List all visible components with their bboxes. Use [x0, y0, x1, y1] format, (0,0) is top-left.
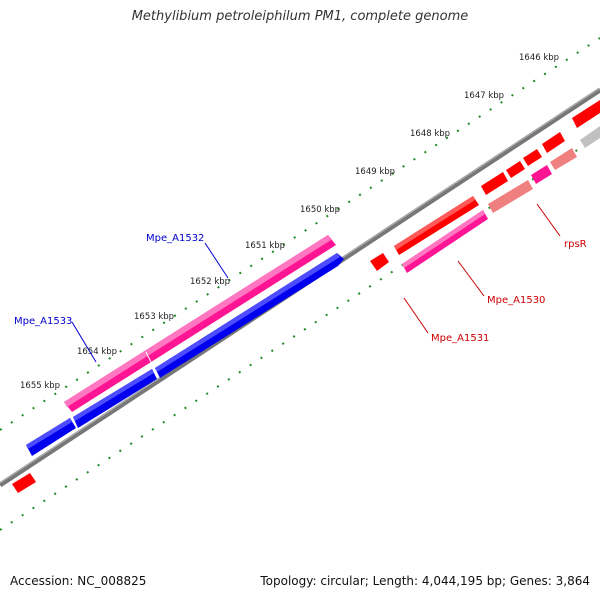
gene-feature-red[interactable]	[572, 100, 600, 128]
leader-rpsr	[536, 203, 561, 237]
gene-feature-red[interactable]	[481, 172, 508, 195]
tick-label: 1647 kbp	[464, 91, 504, 101]
tick-label: 1654 kbp	[77, 347, 117, 357]
gene-feature-mpe-a1532[interactable]	[155, 253, 344, 378]
feature-labels: Mpe_A1532 Mpe_A1533 rpsR Mpe_A1530 Mpe_A…	[14, 233, 587, 344]
label-mpe-a1533[interactable]: Mpe_A1533	[14, 316, 72, 327]
tick-label: 1648 kbp	[410, 129, 450, 139]
tick-label: 1650 kbp	[300, 205, 340, 215]
gene-feature-red[interactable]	[506, 161, 525, 178]
gene-feature-rpsr[interactable]	[531, 165, 552, 184]
genome-summary-text: Topology: circular; Length: 4,044,195 bp…	[260, 574, 590, 588]
gene-divider	[145, 351, 152, 363]
tick-label: 1655 kbp	[20, 381, 60, 391]
gene-feature-gray[interactable]	[580, 126, 600, 148]
leader-mpe-a1533	[71, 321, 97, 363]
gene-feature-mpe-a1532-top	[155, 253, 340, 372]
tick-label: 1653 kbp	[134, 312, 174, 322]
label-rpsr[interactable]: rpsR	[564, 239, 587, 250]
tick-label: 1646 kbp	[519, 53, 559, 63]
gene-feature-mpe-a1531-top	[394, 196, 475, 250]
gene-feature-mpe-a1533-top	[26, 418, 72, 449]
gene-feature-blue-top	[73, 369, 154, 421]
gene-feature-red[interactable]	[370, 253, 389, 271]
gene-feature-red[interactable]	[523, 149, 542, 166]
forward-strand-features	[26, 235, 344, 456]
gene-feature-red[interactable]	[12, 473, 36, 493]
leader-mpe-a1531	[403, 297, 429, 334]
label-mpe-a1531[interactable]: Mpe_A1531	[431, 333, 489, 344]
tick-label: 1652 kbp	[190, 277, 230, 287]
tick-label: 1649 kbp	[355, 167, 395, 177]
leader-mpe-a1530	[457, 260, 485, 297]
gene-feature-red[interactable]	[542, 132, 565, 153]
accession-text: Accession: NC_008825	[10, 574, 147, 588]
label-mpe-a1532[interactable]: Mpe_A1532	[146, 233, 204, 244]
tick-label: 1651 kbp	[245, 241, 285, 251]
gene-feature-pseudo[interactable]	[550, 148, 577, 170]
label-leaders	[71, 203, 561, 363]
rna-gene-feature-top	[64, 235, 331, 407]
label-mpe-a1530[interactable]: Mpe_A1530	[487, 295, 545, 306]
reverse-strand-features	[12, 100, 600, 493]
tick-labels: 1646 kbp 1647 kbp 1648 kbp 1649 kbp 1650…	[20, 53, 559, 391]
gene-feature-mpe-a1530-top	[402, 210, 485, 268]
leader-mpe-a1532	[204, 242, 229, 279]
gene-feature-mpe-a1533[interactable]	[26, 418, 76, 456]
gene-feature-pseudo[interactable]	[488, 180, 533, 213]
map-title: Methylibium petroleiphilum PM1, complete…	[131, 9, 469, 24]
outer-dotted-ring	[0, 37, 600, 431]
